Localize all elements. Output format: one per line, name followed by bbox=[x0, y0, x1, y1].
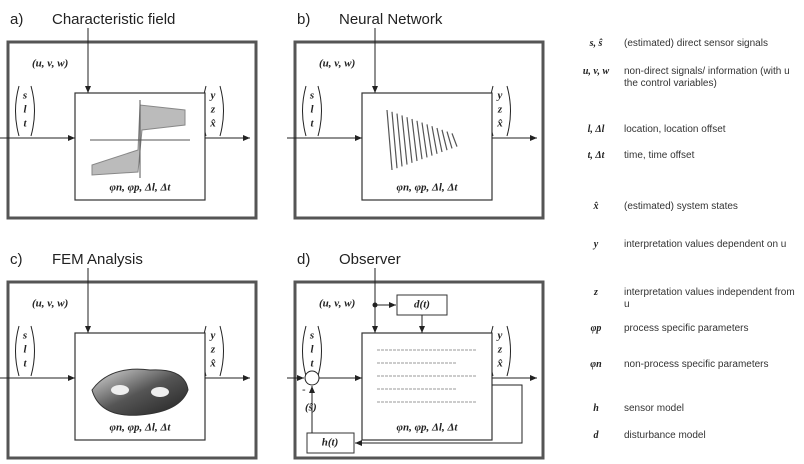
parameters: φn, φp, Δl, Δt bbox=[110, 182, 172, 194]
panel: c) FEM Analysis (u, v, w) slt yz x̂ φn, φp, Δl… bbox=[0, 251, 256, 458]
input-signal: t bbox=[23, 358, 27, 370]
junction bbox=[373, 303, 378, 308]
legend-description: (estimated) direct sensor signals bbox=[624, 38, 800, 50]
paren bbox=[318, 326, 322, 376]
minus-sign: - bbox=[302, 384, 306, 396]
legend-description: interpretation values independent from u bbox=[624, 287, 800, 311]
legend-symbol: φn bbox=[572, 359, 620, 370]
input-signal: s bbox=[309, 330, 314, 342]
parameters: φn, φp, Δl, Δt bbox=[110, 422, 172, 434]
input-signal: s bbox=[22, 90, 27, 102]
paren bbox=[16, 86, 20, 136]
estimate: (ŝ) bbox=[305, 402, 317, 414]
output-signal: z bbox=[497, 344, 503, 356]
output-signal: x̂ bbox=[209, 118, 216, 130]
sensor-model: h(t) bbox=[322, 437, 339, 449]
fem-hole bbox=[151, 387, 169, 397]
output-signal: y bbox=[496, 330, 503, 342]
legend-symbol: u, v, w bbox=[572, 66, 620, 77]
paren bbox=[303, 86, 307, 136]
legend-description: (estimated) system states bbox=[624, 201, 800, 213]
output-signal: y bbox=[209, 330, 216, 342]
input-signal: t bbox=[310, 118, 314, 130]
diagram: a)Characteristic field(u, v, w)sltyzx̂φn… bbox=[0, 0, 570, 464]
legend-description: location, location offset bbox=[624, 124, 800, 136]
input-signal: l bbox=[23, 104, 27, 116]
legend-symbol: d bbox=[572, 430, 620, 441]
legend-symbol: φp bbox=[572, 323, 620, 334]
legend-symbol: t, Δt bbox=[572, 150, 620, 161]
paren bbox=[507, 326, 511, 376]
output-signal: y bbox=[496, 90, 503, 102]
context-signals: (u, v, w) bbox=[32, 298, 68, 310]
page: a)Characteristic field(u, v, w)sltyzx̂φn… bbox=[0, 0, 804, 464]
legend-symbol: l, Δl bbox=[572, 124, 620, 135]
paren bbox=[220, 326, 224, 376]
panel-title: Observer bbox=[339, 251, 401, 268]
paren bbox=[31, 86, 35, 136]
legend-symbol: y bbox=[572, 239, 620, 250]
paren bbox=[220, 86, 224, 136]
fem-hole bbox=[111, 385, 129, 395]
input-signal: t bbox=[23, 118, 27, 130]
output-signal: y bbox=[209, 90, 216, 102]
context-signals: (u, v, w) bbox=[319, 298, 355, 310]
input-signal: s bbox=[22, 330, 27, 342]
input-signal: l bbox=[310, 104, 314, 116]
input-signal: l bbox=[23, 344, 27, 356]
input-signal: l bbox=[310, 344, 314, 356]
legend-description: non-direct signals/ information (with u … bbox=[624, 66, 800, 90]
legend-description: non-process specific parameters bbox=[624, 359, 800, 371]
output-signal: x̂ bbox=[496, 118, 503, 130]
output-signal: z bbox=[210, 344, 216, 356]
panel-title: FEM Analysis bbox=[52, 251, 143, 268]
panel-title: Neural Network bbox=[339, 11, 443, 28]
output-signal: z bbox=[497, 104, 503, 116]
legend-symbol: s, ŝ bbox=[572, 38, 620, 49]
panel-title: Characteristic field bbox=[52, 11, 175, 28]
legend-symbol: h bbox=[572, 403, 620, 414]
parameters: φn, φp, Δl, Δt bbox=[397, 182, 459, 194]
context-signals: (u, v, w) bbox=[32, 58, 68, 70]
paren bbox=[318, 86, 322, 136]
paren bbox=[507, 86, 511, 136]
panel: a) Characteristic field (u, v, w) slt yz x̂ φn… bbox=[0, 11, 256, 218]
output-signal: x̂ bbox=[209, 358, 216, 370]
legend-symbol: z bbox=[572, 287, 620, 298]
panel: d) Observer (u, v, w) slt yz x̂ φn, φp, Δl, Δt… bbox=[287, 251, 543, 458]
legend-symbol: x̂ bbox=[572, 201, 620, 212]
input-signal: s bbox=[309, 90, 314, 102]
context-signals: (u, v, w) bbox=[319, 58, 355, 70]
parameters: φn, φp, Δl, Δt bbox=[397, 422, 459, 434]
legend-description: time, time offset bbox=[624, 150, 800, 162]
panel: b) Neural Network (u, v, w) slt yz x̂ φn, φp, … bbox=[287, 11, 543, 218]
paren bbox=[303, 326, 307, 376]
output-signal: z bbox=[210, 104, 216, 116]
legend-description: sensor model bbox=[624, 403, 800, 415]
panel-letter: a) bbox=[10, 11, 23, 28]
panel-letter: d) bbox=[297, 251, 310, 268]
legend-description: interpretation values dependent on u bbox=[624, 239, 800, 251]
panel-letter: c) bbox=[10, 251, 23, 268]
paren bbox=[16, 326, 20, 376]
input-signal: t bbox=[310, 358, 314, 370]
sum-node bbox=[305, 371, 319, 385]
legend-description: process specific parameters bbox=[624, 323, 800, 335]
disturbance-model: d(t) bbox=[414, 299, 430, 311]
paren bbox=[31, 326, 35, 376]
legend-description: disturbance model bbox=[624, 430, 800, 442]
panel-letter: b) bbox=[297, 11, 310, 28]
output-signal: x̂ bbox=[496, 358, 503, 370]
